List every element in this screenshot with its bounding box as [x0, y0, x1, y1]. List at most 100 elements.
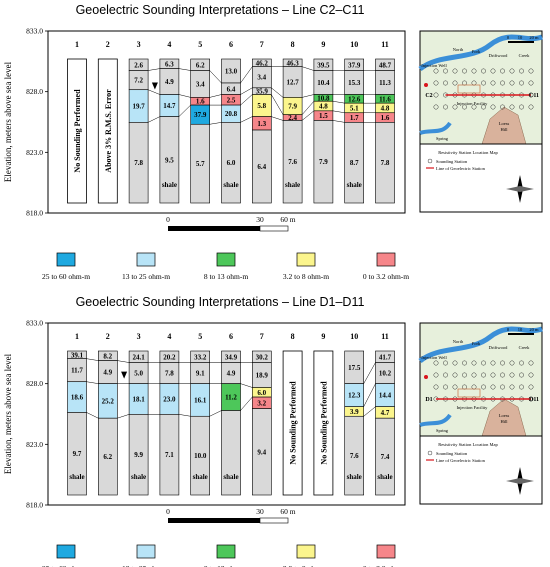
interface-line: [147, 116, 161, 123]
layer-value: 10.4: [317, 79, 330, 87]
scale-bar-empty: [259, 225, 289, 232]
layer-shale: [159, 414, 180, 496]
layer-value: 5.0: [134, 370, 143, 378]
shale-label: shale: [285, 181, 300, 189]
interface-line: [271, 87, 284, 98]
y-tick-label: 823.0: [26, 148, 43, 157]
layer-value: 39.1: [71, 351, 84, 359]
layer-value: 8.7: [350, 159, 359, 167]
column-note: No Sounding Performed: [73, 89, 82, 173]
interface-line: [332, 120, 345, 123]
sounding-station: [490, 384, 496, 390]
sounding-station: [471, 68, 477, 74]
layer-value: 7.8: [381, 159, 390, 167]
sounding-station: [452, 372, 458, 378]
layer-value: 5.1: [350, 104, 359, 112]
interface-line: [178, 68, 191, 71]
interface-line: [209, 122, 222, 125]
map-text: Loess: [499, 121, 510, 126]
map-text: Fork: [472, 341, 481, 346]
map-legend-item: Sounding Station: [436, 159, 468, 164]
map-text: Driftwood: [489, 53, 508, 58]
interface-line: [117, 360, 130, 363]
map-line-label: D11: [529, 397, 539, 403]
sounding-station: [528, 360, 534, 366]
layer-value: 17.5: [348, 364, 361, 372]
map-text: Loess: [499, 413, 510, 418]
layer-shale: [98, 417, 118, 496]
layer-value: 6.0: [257, 389, 266, 397]
sounding-station: [462, 68, 467, 74]
location-map: North Fork Driftwood Creek 0 10 20 m D1 D11 Injec…: [418, 322, 543, 505]
layer-value: 4.9: [227, 370, 236, 378]
map-scale-label: 0: [507, 327, 510, 332]
legend-label: 0 to 3.2 ohm-m: [363, 272, 409, 281]
map-line-label: D1: [425, 397, 432, 403]
map-text: Spring: [436, 136, 449, 141]
layer-value: 10.8: [317, 94, 330, 102]
layer-value: 2.5: [227, 96, 236, 104]
layer-value: 9.9: [134, 451, 143, 459]
layer-value: 7.6: [288, 158, 297, 166]
layer-value: 5.7: [196, 160, 205, 168]
map-text: Injection Facility: [457, 101, 489, 106]
layer-value: 10.0: [194, 452, 207, 460]
sounding-station: [443, 80, 448, 86]
layer-value: 37.9: [194, 111, 207, 119]
interface-line: [240, 396, 253, 411]
map-legend-item: Sounding Station: [436, 451, 468, 456]
sounding-station: [519, 104, 524, 110]
layer-value: 3.4: [257, 74, 266, 82]
map-scale-bar: [508, 41, 534, 43]
layer-value: 14.4: [379, 392, 392, 400]
sounding-station: [462, 104, 467, 110]
sounding-station: [519, 372, 524, 378]
layer-value: 19.7: [132, 103, 145, 111]
layer-value: 11.6: [379, 95, 391, 103]
layer-value: 46.2: [256, 59, 269, 67]
interface-line: [301, 110, 315, 121]
interface-line: [240, 87, 253, 95]
scale-label: 30: [256, 507, 264, 516]
layer-value: 12.3: [348, 392, 361, 400]
interface-line: [271, 94, 284, 115]
sounding-station: [509, 360, 515, 366]
legend-swatch: [296, 544, 316, 559]
shale-label: shale: [162, 181, 177, 189]
interface-line: [363, 406, 376, 417]
sounding-station: [509, 68, 515, 74]
layer-value: 7.1: [165, 451, 174, 459]
interface-line: [363, 383, 376, 407]
column-number: 10: [350, 40, 358, 49]
layer-value: 1.6: [381, 114, 390, 122]
interface-line: [178, 104, 191, 117]
sounding-station: [528, 372, 534, 378]
column-number: 7: [260, 332, 264, 341]
layer-shale: [252, 129, 272, 204]
legend-swatch: [296, 252, 316, 267]
sounding-station: [433, 360, 439, 366]
layer-value: 4.7: [381, 409, 390, 417]
map-legend-station: [427, 158, 433, 164]
sounding-station: [481, 360, 486, 366]
creek: [418, 34, 543, 72]
no-data-column: [282, 350, 303, 496]
column-number: 8: [291, 40, 295, 49]
interface-line: [148, 89, 160, 95]
layer-value: 7.9: [288, 103, 297, 111]
layer-value: 7.9: [319, 158, 328, 166]
interface-line: [209, 70, 222, 84]
plot-frame: [47, 30, 406, 214]
map-text: Creek: [519, 53, 530, 58]
interface-line: [117, 414, 130, 419]
map-text: Hill: [500, 419, 508, 424]
layer-value: 18.6: [71, 394, 84, 402]
layer-value: 25.2: [102, 397, 115, 405]
map-text: Driftwood: [489, 345, 508, 350]
layer-shale: [128, 414, 149, 496]
layer-value: 6.4: [227, 85, 236, 93]
layer-value: 3.9: [350, 408, 359, 416]
y-tick-label: 818.0: [26, 209, 43, 218]
injection-well-marker: [424, 375, 428, 379]
map-legend-box: [419, 143, 543, 213]
